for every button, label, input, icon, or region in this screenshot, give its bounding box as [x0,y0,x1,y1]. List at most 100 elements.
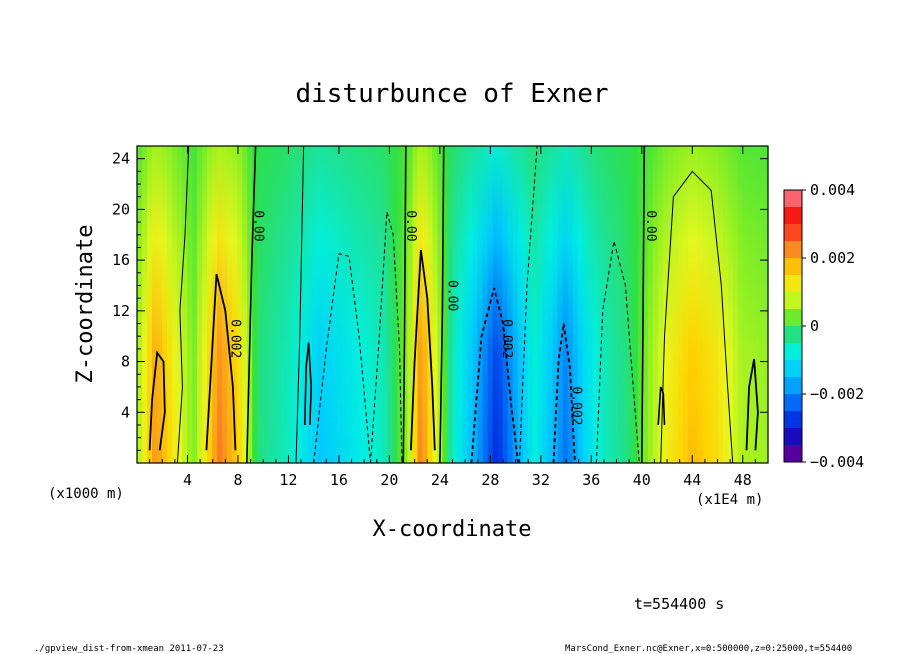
field-strip [227,146,233,463]
field-strip [167,146,173,463]
field-strip [332,146,338,463]
negative-contour [518,145,538,464]
contour-line [205,273,237,451]
field-strip [317,146,323,463]
contour-label: 0.002 [228,319,243,358]
field-strip [737,146,744,463]
y-tick-label: 24 [112,150,130,168]
field-strip [592,146,599,463]
field-strip [322,146,328,463]
field-strip [337,146,343,463]
x-tick-label: 32 [532,471,550,489]
field-strip [652,146,659,463]
field-strip [367,146,373,463]
colorbar-band [784,343,802,361]
field-strip [742,146,749,463]
plot-area: 0.00 0.00 0.00 0.00 0.002 0.002 0.002 [137,145,769,464]
field-strip [267,146,273,463]
contour-line [402,145,407,464]
field-strip [602,146,609,463]
field-strip [567,146,574,463]
field-strip [507,146,514,463]
colorbar-band [784,224,802,242]
field-strip [697,146,704,463]
field-strip [202,146,208,463]
colorbar-label: 0 [810,317,819,335]
field-strip [607,146,614,463]
field-strip [497,146,504,463]
time-label: t=554400 s [634,595,724,613]
field-strip [377,146,383,463]
x-tick-label: 40 [633,471,651,489]
field-strip [472,146,479,463]
field-strip [712,146,719,463]
field-strip [302,146,308,463]
contour-label: 0.00 [643,210,658,241]
colorbar-band [784,309,802,327]
contour-line [176,145,190,464]
field-strip [527,146,534,463]
x-tick-label: 44 [683,471,701,489]
negative-contour [313,253,371,464]
field-strip [512,146,519,463]
field-strip [437,146,444,463]
field-strip [722,146,729,463]
field-strip [427,146,434,463]
field-strip [657,146,664,463]
field-strip [717,146,724,463]
negative-contour [470,287,519,464]
field-strip [282,146,288,463]
field-strip [682,146,689,463]
field-strip [702,146,709,463]
colorbar-band [784,377,802,395]
contour-line [657,386,666,426]
field-strip [692,146,699,463]
field-strip [182,146,188,463]
y-tick-label: 12 [112,302,130,320]
colorbar-band [784,445,802,463]
field-strip [307,146,313,463]
contour-label: 0.00 [250,210,265,241]
field-strip [327,146,333,463]
field-strip [582,146,589,463]
colorbar-label: −0.002 [810,385,864,403]
field-strip [647,146,654,463]
field-strip [707,146,714,463]
x-tick-label: 12 [279,471,297,489]
field-strip [532,146,539,463]
field-strip [577,146,584,463]
field-strip [552,146,559,463]
field-strip [642,146,649,463]
field-strip [242,146,248,463]
field-strip [382,146,388,463]
colorbar-band [784,428,802,446]
colorbar-band [784,292,802,310]
field-strip [612,146,619,463]
colorbar-band [784,258,802,276]
x-axis-label: X-coordinate [373,517,532,542]
field-strip [757,146,764,463]
colorbar-labels: 0.004 0.002 0 −0.002 −0.004 [802,181,864,471]
x-tick-label: 24 [431,471,449,489]
field-strip [637,146,644,463]
contour-line [439,145,445,464]
contour-line [304,342,313,426]
x-unit-label: (x1000 m) [48,486,124,502]
x-unit-label-right: (x1E4 m) [696,492,763,508]
colorbar [783,189,803,463]
field-strip [372,146,378,463]
field-strip [452,146,459,463]
contour-line [660,170,734,464]
field-strip [287,146,293,463]
y-axis-label: Z-coordinate [73,225,98,384]
contour-line [246,145,257,464]
field-strip [632,146,639,463]
field-strip [422,146,429,463]
colorbar-label: 0.002 [810,249,855,267]
field-strip [752,146,759,463]
x-tick-label: 48 [734,471,752,489]
field-strip [597,146,604,463]
field-strip [272,146,278,463]
contour-line [745,358,759,451]
